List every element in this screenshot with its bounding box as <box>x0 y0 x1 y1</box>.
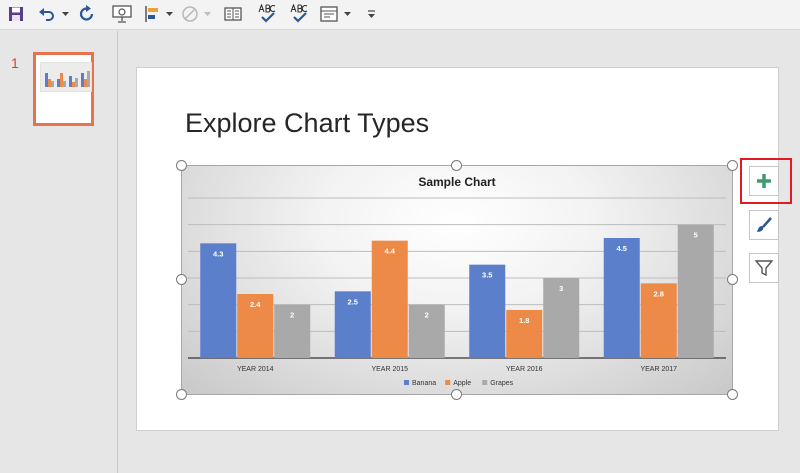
bar-apple-2[interactable] <box>371 240 408 358</box>
resize-handle-bottom-left[interactable] <box>176 389 187 400</box>
resize-handle-top[interactable] <box>451 160 462 171</box>
chevron-down-icon <box>343 11 351 16</box>
bar-apple-3[interactable] <box>506 310 543 358</box>
legend-label-grapes: Grapes <box>490 380 513 387</box>
thumbnail-chart-preview <box>40 62 92 92</box>
data-label: 2 <box>425 311 429 320</box>
bar-banana-3[interactable] <box>469 264 506 358</box>
data-label: 4.5 <box>617 244 627 253</box>
resize-handle-right[interactable] <box>727 274 738 285</box>
layout-dropdown[interactable] <box>342 3 352 25</box>
bar-grapes-3[interactable] <box>543 278 580 358</box>
x-tick-label: YEAR 2014 <box>237 366 274 373</box>
shape-dropdown[interactable] <box>202 3 212 25</box>
spelling-button[interactable] <box>256 3 278 25</box>
resize-handle-top-left[interactable] <box>176 160 187 171</box>
spelling-check-icon <box>290 4 308 23</box>
bar-apple-4[interactable] <box>640 283 677 358</box>
chart-elements-button[interactable] <box>749 166 779 196</box>
chart-filters-button[interactable] <box>749 253 779 283</box>
chevron-down-icon <box>61 11 69 16</box>
data-label: 4.4 <box>385 247 396 256</box>
layout-button[interactable] <box>318 3 340 25</box>
redo-icon <box>79 5 94 21</box>
slide-title[interactable]: Explore Chart Types <box>185 108 430 138</box>
spelling-icon <box>258 4 276 23</box>
save-button[interactable] <box>6 3 26 25</box>
customize-toolbar-icon <box>367 9 375 18</box>
data-label: 2.4 <box>250 300 261 309</box>
bar-grapes-2[interactable] <box>408 304 445 358</box>
brush-icon <box>757 217 772 232</box>
layout-icon <box>320 6 338 22</box>
quick-access-toolbar <box>0 0 800 30</box>
chart-title[interactable]: Sample Chart <box>418 175 495 189</box>
read-mode-button[interactable] <box>222 3 244 25</box>
legend-label-apple: Apple <box>453 380 471 387</box>
chart-styles-button[interactable] <box>749 210 779 240</box>
data-label: 2.8 <box>654 289 664 298</box>
start-slideshow-button[interactable] <box>110 3 134 25</box>
redo-button[interactable] <box>76 3 98 25</box>
bar-grapes-1[interactable] <box>274 304 311 358</box>
resize-handle-bottom[interactable] <box>451 389 462 400</box>
data-label: 2 <box>290 311 294 320</box>
data-label: 3.5 <box>482 271 492 280</box>
resize-handle-left[interactable] <box>176 274 187 285</box>
slide-thumbnail-pane: 1 <box>0 31 118 473</box>
align-dropdown[interactable] <box>164 3 174 25</box>
data-label: 2.5 <box>348 297 358 306</box>
bar-banana-1[interactable] <box>200 243 237 358</box>
undo-icon <box>39 8 54 21</box>
slide-number: 1 <box>11 55 19 71</box>
customize-toolbar-button[interactable] <box>364 3 378 25</box>
chevron-down-icon <box>203 11 211 16</box>
bar-apple-1[interactable] <box>237 294 274 358</box>
highlight-box <box>740 158 792 204</box>
bar-grapes-4[interactable] <box>677 224 714 358</box>
bar-banana-4[interactable] <box>603 238 640 358</box>
save-icon <box>9 7 23 21</box>
x-tick-label: YEAR 2016 <box>506 366 543 373</box>
shape-icon <box>182 6 198 22</box>
start-slideshow-icon <box>112 5 132 23</box>
data-label: 5 <box>694 231 698 240</box>
align-icon <box>145 6 158 22</box>
funnel-icon <box>755 260 773 277</box>
legend-swatch-grapes <box>482 380 488 385</box>
data-label: 1.8 <box>519 316 529 325</box>
x-tick-label: YEAR 2017 <box>640 366 677 373</box>
legend-swatch-apple <box>445 380 451 385</box>
bar-banana-2[interactable] <box>334 291 371 358</box>
data-label: 3 <box>559 284 563 293</box>
read-mode-icon <box>224 7 242 21</box>
resize-handle-top-right[interactable] <box>727 160 738 171</box>
slide-thumbnail[interactable] <box>33 52 94 126</box>
undo-button[interactable] <box>36 3 58 25</box>
x-tick-label: YEAR 2015 <box>371 366 408 373</box>
chart-object[interactable]: Sample Chart 4.3 2.4 2 YEAR 2014 2.5 4.4 2 YEAR … <box>181 165 733 395</box>
legend-label-banana: Banana <box>412 380 436 387</box>
spelling-check-button[interactable] <box>288 3 310 25</box>
chart-plot: Sample Chart 4.3 2.4 2 YEAR 2014 2.5 4.4 2 YEAR … <box>188 175 726 387</box>
plus-icon <box>757 174 771 188</box>
resize-handle-bottom-right[interactable] <box>727 389 738 400</box>
chevron-down-icon <box>165 11 173 16</box>
legend-swatch-banana <box>404 380 409 385</box>
undo-dropdown[interactable] <box>60 3 70 25</box>
data-label: 4.3 <box>213 249 223 258</box>
shape-button[interactable] <box>180 3 200 25</box>
align-button[interactable] <box>142 3 162 25</box>
